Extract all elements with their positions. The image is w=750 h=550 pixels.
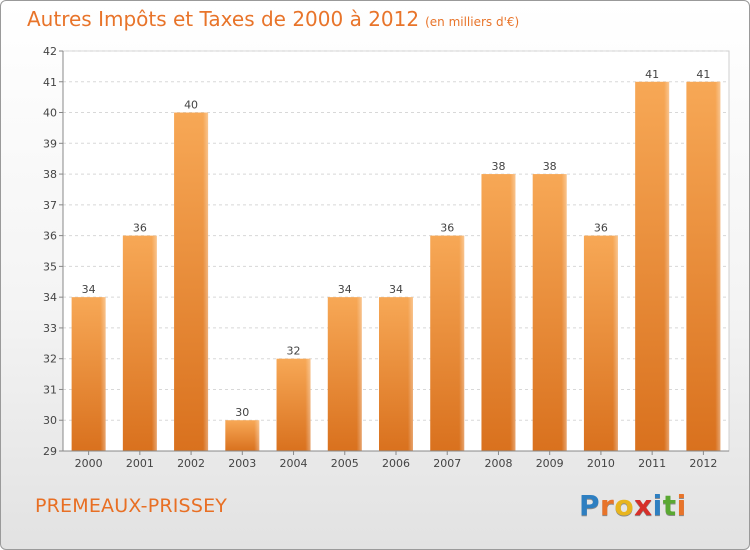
bar-highlight <box>174 112 209 452</box>
bar-highlight <box>225 420 260 451</box>
chart-title: Autres Impôts et Taxes de 2000 à 2012 (en… <box>27 7 519 31</box>
bar-value-label: 38 <box>491 160 505 173</box>
bar-value-label: 36 <box>440 222 454 235</box>
logo-letter: o <box>614 489 635 522</box>
x-tick-label: 2010 <box>587 457 615 470</box>
y-tick-label: 34 <box>43 291 57 304</box>
y-tick-label: 29 <box>43 445 57 458</box>
bar-value-label: 36 <box>133 222 147 235</box>
bar-value-label: 40 <box>184 99 198 112</box>
logo-letter: x <box>634 489 653 522</box>
y-tick-label: 40 <box>43 107 57 120</box>
y-tick-label: 39 <box>43 137 57 150</box>
bar-value-label: 30 <box>235 406 249 419</box>
bar-value-label: 41 <box>696 68 710 81</box>
bar-value-label: 36 <box>594 222 608 235</box>
x-tick-label: 2007 <box>433 457 461 470</box>
logo-letter: i <box>676 489 687 522</box>
y-tick-label: 41 <box>43 76 57 89</box>
y-tick-label: 36 <box>43 230 57 243</box>
y-tick-label: 35 <box>43 260 57 273</box>
x-tick-label: 2001 <box>126 457 154 470</box>
y-tick-label: 33 <box>43 322 57 335</box>
bar-highlight <box>122 235 157 451</box>
bar-highlight <box>71 297 106 451</box>
logo-letter: P <box>579 489 601 522</box>
x-tick-label: 2003 <box>228 457 256 470</box>
bar-value-label: 34 <box>389 283 403 296</box>
bar-highlight <box>686 81 721 452</box>
x-tick-label: 2009 <box>536 457 564 470</box>
chart-unit: (en milliers d'€) <box>425 15 520 29</box>
bar-highlight <box>430 235 465 451</box>
chart-title-text: Autres Impôts et Taxes de 2000 à 2012 <box>27 7 420 31</box>
logo-letter: r <box>600 489 615 522</box>
logo-letter: t <box>662 489 677 522</box>
bar-value-label: 41 <box>645 68 659 81</box>
bar-highlight <box>327 297 362 451</box>
bar-highlight <box>379 297 413 451</box>
bar-value-label: 32 <box>287 345 301 358</box>
y-tick-label: 32 <box>43 353 57 366</box>
logo-letter: i <box>652 489 663 522</box>
bar-value-label: 34 <box>82 283 96 296</box>
bar-highlight <box>532 174 567 452</box>
x-tick-label: 2004 <box>280 457 308 470</box>
x-tick-label: 2011 <box>638 457 666 470</box>
y-tick-label: 31 <box>43 383 57 396</box>
y-tick-label: 38 <box>43 168 57 181</box>
bar-highlight <box>481 174 516 452</box>
x-tick-label: 2002 <box>177 457 205 470</box>
commune-name: PREMEAUX-PRISSEY <box>35 495 228 517</box>
bar-highlight <box>583 235 618 451</box>
y-tick-label: 42 <box>43 45 57 58</box>
bar-value-label: 38 <box>543 160 557 173</box>
proxiti-logo: Proxiti <box>579 489 687 522</box>
x-tick-label: 2006 <box>382 457 410 470</box>
y-axis: 29 30 31 32 33 34 35 36 37 38 39 40 41 42 <box>43 45 64 458</box>
x-tick-label: 2000 <box>75 457 103 470</box>
y-tick-label: 37 <box>43 199 57 212</box>
x-tick-label: 2005 <box>331 457 359 470</box>
y-tick-label: 30 <box>43 414 57 427</box>
bar-value-label: 34 <box>338 283 352 296</box>
x-axis: 2000 2001 2002 2003 2004 2005 2006 2007 2008 2009… <box>63 450 729 470</box>
x-tick-label: 2008 <box>484 457 512 470</box>
bars: 34 36 40 30 32 34 34 36 38 38 36 41 41 <box>71 68 721 452</box>
bar-highlight <box>635 81 670 452</box>
x-tick-label: 2012 <box>689 457 717 470</box>
bar-highlight <box>276 358 311 451</box>
